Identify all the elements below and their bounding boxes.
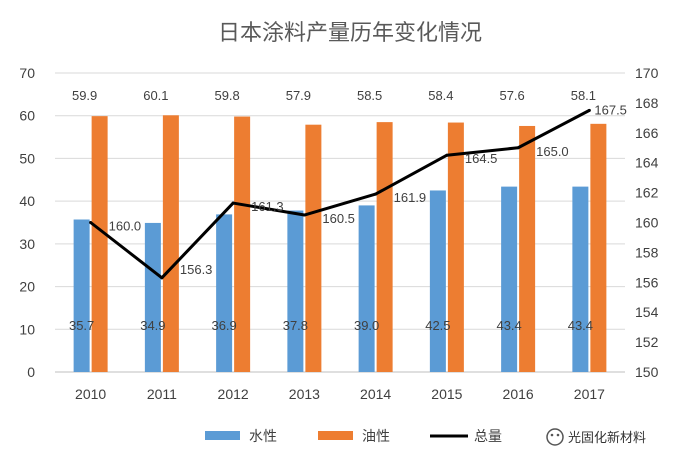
total-point-2012	[231, 201, 235, 205]
label-total-2011: 156.3	[180, 262, 213, 277]
wechat-icon	[546, 428, 564, 446]
label-oil-2010: 59.9	[72, 88, 97, 103]
right-tick-label: 170	[635, 65, 659, 81]
legend-swatch-0	[205, 431, 240, 440]
label-oil-2014: 58.5	[357, 88, 382, 103]
label-total-2012: 161.3	[251, 199, 284, 214]
x-tick-label: 2010	[75, 386, 106, 402]
bar-oil-2014	[376, 122, 393, 372]
left-tick-label: 40	[19, 193, 35, 209]
right-axis: 150 152 154 156 158 160 162 164 166 168 170	[635, 65, 659, 380]
left-tick-label: 60	[19, 108, 35, 124]
data-labels: 35.7 34.9 36.9 37.8 39.0 42.5 43.4 43.4 59.9 60.1…	[69, 88, 627, 333]
bar-water-2014	[358, 205, 375, 372]
watermark-text: 光固化新材料	[568, 430, 646, 446]
bar-water-2010	[73, 219, 90, 372]
left-tick-label: 20	[19, 279, 35, 295]
label-water-2017: 43.4	[568, 318, 593, 333]
label-water-2012: 36.9	[211, 318, 236, 333]
right-tick-label: 160	[635, 215, 659, 231]
total-point-2014	[374, 192, 378, 196]
left-tick-label: 30	[19, 236, 35, 252]
x-tick-label: 2016	[503, 386, 534, 402]
label-water-2015: 42.5	[425, 318, 450, 333]
label-total-2010: 160.0	[109, 219, 142, 234]
right-tick-label: 164	[635, 155, 659, 171]
label-total-2013: 160.5	[322, 211, 355, 226]
x-tick-label: 2014	[360, 386, 391, 402]
right-tick-label: 158	[635, 244, 659, 260]
x-tick-label: 2017	[574, 386, 605, 402]
total-point-2016	[516, 146, 520, 150]
bar-water-2012	[216, 214, 233, 372]
bar-water-2013	[287, 210, 304, 372]
legend-label-0: 水性	[249, 429, 277, 445]
bar-water-2017	[572, 186, 589, 372]
x-axis: 2010 2011 2012 2013 2014 2015 2016 2017	[75, 386, 605, 402]
bars	[73, 115, 607, 373]
right-tick-label: 152	[635, 334, 659, 350]
x-tick-label: 2012	[218, 386, 249, 402]
right-tick-label: 162	[635, 185, 659, 201]
label-oil-2015: 58.4	[428, 88, 453, 103]
watermark: 光固化新材料	[546, 428, 646, 446]
bar-oil-2012	[234, 116, 251, 372]
total-point-2015	[445, 153, 449, 157]
legend: 水性 油性 总量	[205, 429, 502, 445]
bar-oil-2011	[162, 115, 179, 372]
bar-water-2016	[501, 186, 518, 372]
bar-oil-2013	[305, 124, 322, 372]
legend-label-2: 总量	[474, 429, 502, 445]
left-tick-label: 10	[19, 321, 35, 337]
label-water-2011: 34.9	[140, 318, 165, 333]
total-point-2013	[302, 213, 306, 217]
right-tick-label: 156	[635, 274, 659, 290]
label-total-2015: 164.5	[465, 151, 498, 166]
label-oil-2013: 57.9	[286, 88, 311, 103]
label-water-2010: 35.7	[69, 318, 94, 333]
x-tick-label: 2015	[431, 386, 462, 402]
legend-label-1: 油性	[362, 429, 390, 445]
bar-oil-2010	[91, 116, 108, 373]
left-tick-label: 0	[27, 364, 35, 380]
left-tick-label: 70	[19, 65, 35, 81]
right-tick-label: 150	[635, 364, 659, 380]
right-tick-label: 168	[635, 95, 659, 111]
legend-swatch-1	[318, 431, 353, 440]
label-water-2013: 37.8	[283, 318, 308, 333]
total-line	[89, 108, 591, 280]
label-total-2017: 167.5	[594, 102, 627, 117]
label-total-2014: 161.9	[394, 190, 427, 205]
label-oil-2017: 58.1	[571, 88, 596, 103]
total-line-path	[89, 109, 591, 280]
right-tick-label: 154	[635, 304, 659, 320]
chart-title: 日本涂料产量历年变化情况	[218, 21, 482, 46]
bar-oil-2016	[519, 125, 536, 372]
right-tick-label: 166	[635, 125, 659, 141]
total-point-2017	[587, 108, 591, 112]
label-oil-2011: 60.1	[143, 88, 168, 103]
total-point-2011	[160, 276, 164, 280]
x-tick-label: 2013	[289, 386, 320, 402]
left-axis: 0 10 20 30 40 50 60 70	[19, 65, 35, 380]
label-total-2016: 165.0	[536, 144, 569, 159]
label-oil-2012: 59.8	[214, 88, 239, 103]
bar-oil-2017	[590, 123, 607, 372]
label-oil-2016: 57.6	[499, 88, 524, 103]
bar-water-2011	[144, 222, 161, 372]
bar-oil-2015	[447, 122, 464, 372]
label-water-2014: 39.0	[354, 318, 379, 333]
bar-water-2015	[429, 190, 446, 372]
total-point-2010	[89, 221, 93, 224]
left-tick-label: 50	[19, 150, 35, 166]
label-water-2016: 43.4	[496, 318, 521, 333]
x-tick-label: 2011	[147, 386, 177, 402]
